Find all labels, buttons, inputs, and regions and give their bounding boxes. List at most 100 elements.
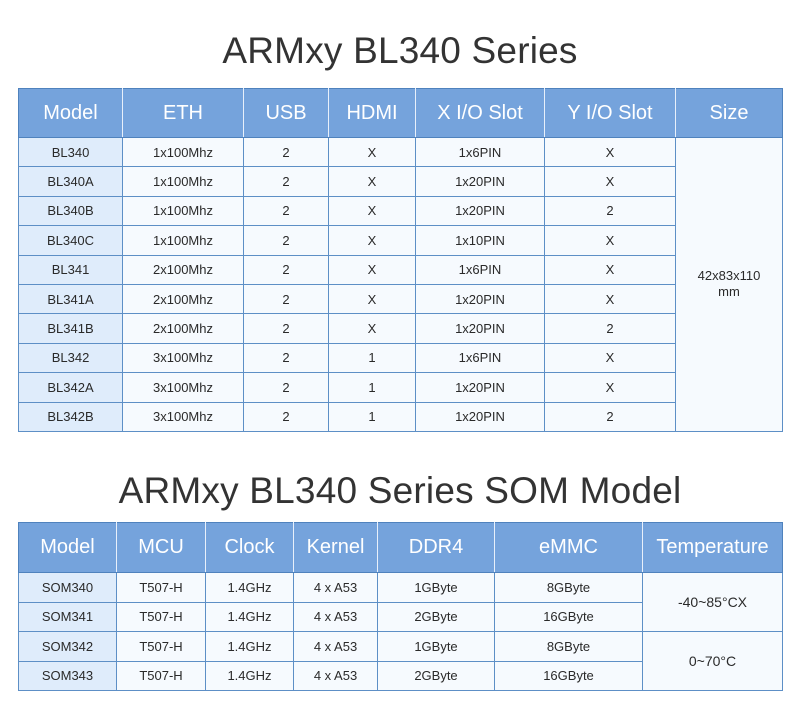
cell-x-io: 1x6PIN (415, 254, 545, 285)
cell-y-io: 2 (544, 195, 676, 227)
cell-ddr4: 1GByte (377, 572, 495, 603)
cell-emmc: 16GByte (494, 660, 643, 691)
cell-clock: 1.4GHz (205, 572, 294, 603)
cell-clock: 1.4GHz (205, 660, 294, 691)
cell-eth: 2x100Mhz (122, 313, 244, 344)
cell-hdmi: 1 (328, 342, 416, 374)
cell-size-merged: 42x83x110 mm (675, 137, 783, 432)
cell-hdmi: X (328, 283, 416, 315)
cell-mcu: T507-H (116, 572, 206, 603)
cell-eth: 3x100Mhz (122, 401, 244, 432)
cell-x-io: 1x20PIN (415, 195, 545, 227)
header-ddr4: DDR4 (377, 522, 495, 573)
table-row: BL340B 1x100Mhz 2 X 1x20PIN 2 (18, 195, 783, 227)
cell-hdmi: X (328, 166, 416, 197)
header-clock: Clock (205, 522, 294, 573)
series-table-title: ARMxy BL340 Series (222, 30, 578, 71)
cell-usb: 2 (243, 225, 329, 256)
header-y-io-slot: Y I/O Slot (544, 88, 676, 138)
cell-x-io: 1x20PIN (415, 166, 545, 197)
cell-hdmi: 1 (328, 372, 416, 403)
cell-hdmi: X (328, 136, 416, 168)
header-model: Model (18, 522, 117, 573)
som-table-title: ARMxy BL340 Series SOM Model (118, 470, 682, 511)
cell-kernel: 4 x A53 (293, 631, 378, 662)
cell-temperature-commercial: 0~70°C (642, 631, 783, 691)
cell-model: BL341A (18, 283, 123, 315)
som-spec-table: Model MCU Clock Kernel DDR4 eMMC Tempera… (18, 522, 783, 691)
cell-emmc: 16GByte (494, 601, 643, 632)
table-row: SOM341 T507-H 1.4GHz 4 x A53 2GByte 16GB… (18, 601, 783, 632)
cell-y-io: X (544, 225, 676, 256)
cell-eth: 3x100Mhz (122, 342, 244, 374)
cell-mcu: T507-H (116, 601, 206, 632)
cell-kernel: 4 x A53 (293, 601, 378, 632)
cell-model: BL341B (18, 313, 123, 344)
cell-ddr4: 1GByte (377, 631, 495, 662)
size-unit: mm (718, 284, 740, 300)
cell-y-io: X (544, 372, 676, 403)
cell-model: SOM341 (18, 601, 117, 632)
cell-y-io: X (544, 342, 676, 374)
cell-emmc: 8GByte (494, 572, 643, 603)
cell-model: BL340C (18, 225, 123, 256)
header-mcu: MCU (116, 522, 206, 573)
header-kernel: Kernel (293, 522, 378, 573)
cell-model: BL342B (18, 401, 123, 432)
cell-x-io: 1x10PIN (415, 225, 545, 256)
cell-x-io: 1x20PIN (415, 401, 545, 432)
cell-usb: 2 (243, 166, 329, 197)
cell-model: BL340A (18, 166, 123, 197)
cell-model: SOM340 (18, 572, 117, 603)
table-row: BL342A 3x100Mhz 2 1 1x20PIN X (18, 372, 783, 403)
table-row: BL342B 3x100Mhz 2 1 1x20PIN 2 (18, 401, 783, 432)
cell-emmc: 8GByte (494, 631, 643, 662)
cell-y-io: X (544, 166, 676, 197)
table-row: BL341B 2x100Mhz 2 X 1x20PIN 2 (18, 313, 783, 344)
table-row: SOM343 T507-H 1.4GHz 4 x A53 2GByte 16GB… (18, 660, 783, 691)
cell-model: BL342A (18, 372, 123, 403)
cell-x-io: 1x20PIN (415, 372, 545, 403)
header-eth: ETH (122, 88, 244, 138)
cell-model: BL341 (18, 254, 123, 285)
cell-y-io: X (544, 254, 676, 285)
cell-ddr4: 2GByte (377, 601, 495, 632)
cell-eth: 1x100Mhz (122, 195, 244, 227)
cell-model: BL340 (18, 136, 123, 168)
table-row: SOM342 T507-H 1.4GHz 4 x A53 1GByte 8GBy… (18, 631, 783, 691)
cell-usb: 2 (243, 136, 329, 168)
cell-usb: 2 (243, 195, 329, 227)
cell-hdmi: X (328, 313, 416, 344)
cell-y-io: 2 (544, 401, 676, 432)
table-row: BL340A 1x100Mhz 2 X 1x20PIN X (18, 166, 783, 197)
cell-eth: 2x100Mhz (122, 254, 244, 285)
cell-temperature-industrial: -40~85°CX (642, 572, 783, 632)
cell-model: BL342 (18, 342, 123, 374)
cell-x-io: 1x6PIN (415, 136, 545, 168)
header-temperature: Temperature (642, 522, 783, 573)
cell-x-io: 1x20PIN (415, 283, 545, 315)
cell-usb: 2 (243, 342, 329, 374)
cell-kernel: 4 x A53 (293, 660, 378, 691)
cell-x-io: 1x20PIN (415, 313, 545, 344)
cell-usb: 2 (243, 313, 329, 344)
table-row: BL342 3x100Mhz 2 1 1x6PIN X (18, 342, 783, 374)
cell-hdmi: 1 (328, 401, 416, 432)
cell-clock: 1.4GHz (205, 601, 294, 632)
cell-model: SOM343 (18, 660, 117, 691)
table-header-row: Model MCU Clock Kernel DDR4 eMMC Tempera… (18, 522, 783, 573)
cell-eth: 3x100Mhz (122, 372, 244, 403)
table-row: BL340C 1x100Mhz 2 X 1x10PIN X (18, 225, 783, 256)
size-dimensions: 42x83x110 (697, 268, 761, 284)
cell-hdmi: X (328, 254, 416, 285)
cell-y-io: X (544, 283, 676, 315)
cell-usb: 2 (243, 372, 329, 403)
cell-usb: 2 (243, 254, 329, 285)
cell-hdmi: X (328, 195, 416, 227)
cell-kernel: 4 x A53 (293, 572, 378, 603)
cell-hdmi: X (328, 225, 416, 256)
cell-model: BL340B (18, 195, 123, 227)
cell-eth: 1x100Mhz (122, 166, 244, 197)
table-row: BL340 1x100Mhz 2 X 1x6PIN X 42x83x110 mm (18, 136, 783, 432)
table-row: BL341A 2x100Mhz 2 X 1x20PIN X (18, 283, 783, 315)
